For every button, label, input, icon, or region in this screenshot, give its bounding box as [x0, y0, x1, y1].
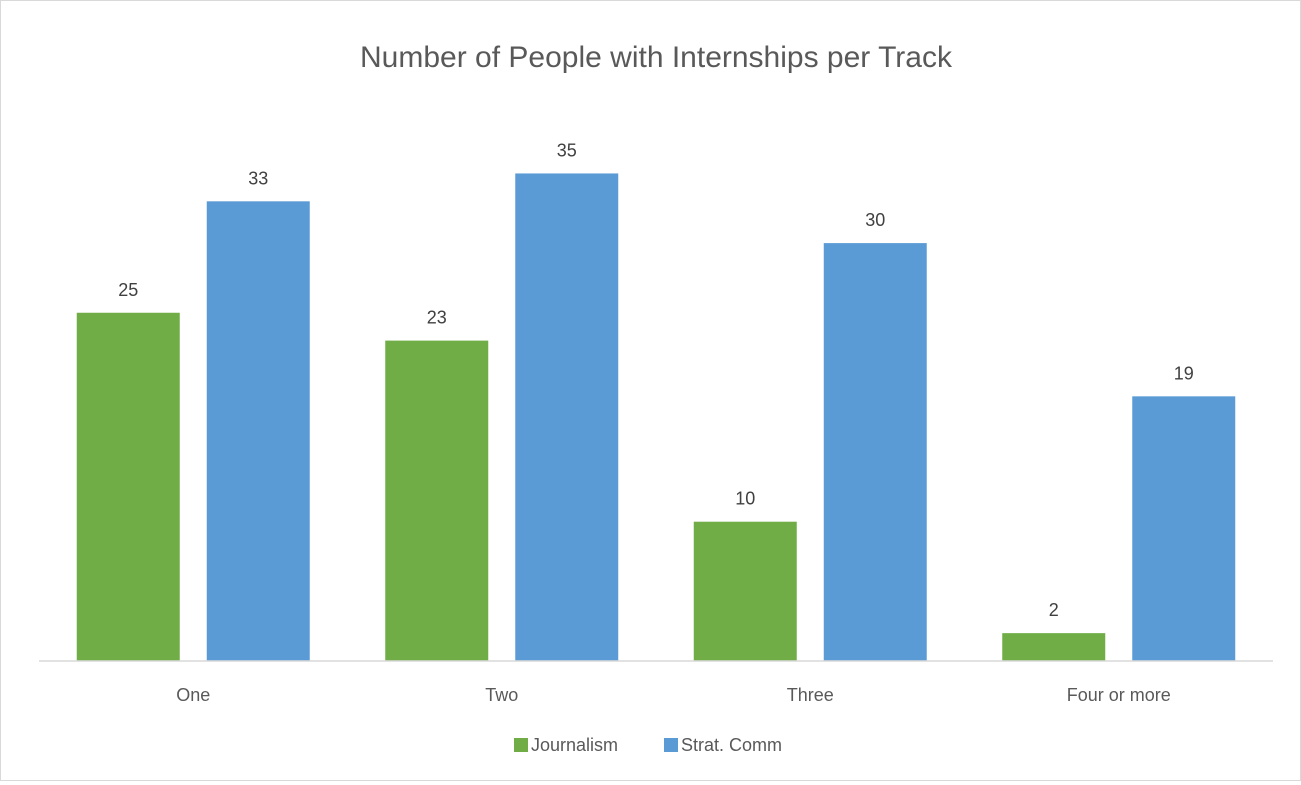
data-label-journalism-3: 10 — [735, 489, 755, 509]
bar-journalism-4 — [1002, 633, 1106, 661]
data-label-journalism-4: 2 — [1049, 600, 1059, 620]
bar-journalism-1 — [76, 312, 180, 661]
legend: Journalism Strat. Comm — [514, 735, 782, 755]
chart-title: Number of People with Internships per Tr… — [360, 41, 953, 74]
legend-swatch — [514, 738, 528, 752]
x-tick-label: One — [176, 685, 210, 705]
data-label-strat-comm-3: 30 — [865, 210, 885, 230]
legend-label: Strat. Comm — [681, 735, 782, 755]
x-tick-label: Two — [485, 685, 518, 705]
bar-strat-comm-3 — [823, 243, 927, 661]
legend-label: Journalism — [531, 735, 618, 755]
bar-journalism-2 — [385, 340, 489, 661]
x-tick-label: Three — [787, 685, 834, 705]
data-label-journalism-2: 23 — [427, 308, 447, 328]
x-tick-labels: One Two Three Four or more — [176, 685, 1171, 705]
legend-swatch — [664, 738, 678, 752]
x-tick-label: Four or more — [1067, 685, 1171, 705]
data-label-strat-comm-4: 19 — [1174, 363, 1194, 383]
bars-group: 25 33 23 35 10 30 2 19 — [76, 140, 1236, 661]
bar-strat-comm-4 — [1132, 396, 1236, 661]
data-label-strat-comm-1: 33 — [248, 168, 268, 188]
bar-strat-comm-2 — [515, 173, 619, 661]
bar-journalism-3 — [693, 521, 797, 661]
data-label-journalism-1: 25 — [118, 280, 138, 300]
data-label-strat-comm-2: 35 — [557, 140, 577, 160]
bar-strat-comm-1 — [206, 201, 310, 661]
